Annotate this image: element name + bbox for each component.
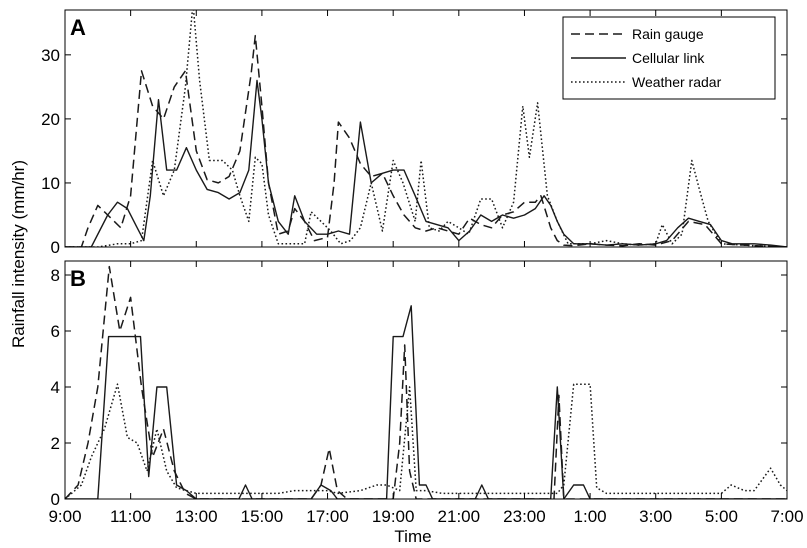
series-line-weather-radar	[65, 10, 787, 247]
y-tick-label: 0	[51, 238, 60, 257]
series-line-cellular-link	[65, 79, 787, 247]
x-tick-label: 19:00	[372, 507, 415, 526]
panel-a: 0 10 20 30 A Rain gauge Cellular link Weather r…	[41, 9, 788, 257]
x-tick-label: 11:00	[110, 507, 151, 526]
x-tick-label: 15:00	[241, 507, 284, 526]
panel-letter: B	[70, 266, 86, 291]
legend-label: Rain gauge	[632, 26, 704, 42]
y-axis-title: Rainfall intensity (mm/hr)	[9, 160, 28, 348]
series-line-rain-gauge	[65, 265, 787, 499]
y-tick-label: 6	[51, 322, 60, 341]
x-tick-label: 1:00	[574, 507, 607, 526]
x-tick-label: 23:00	[503, 507, 546, 526]
x-tick-label: 21:00	[438, 507, 481, 526]
x-tick-label: 3:00	[639, 507, 672, 526]
series-line-cellular-link	[65, 305, 787, 499]
x-tick-label: 17:00	[306, 507, 349, 526]
x-tick-label: 13:00	[175, 507, 218, 526]
x-tick-label: 9:00	[48, 507, 81, 526]
y-tick-label: 30	[41, 46, 60, 65]
x-tick-label: 7:00	[770, 507, 803, 526]
y-tick-label: 0	[51, 490, 60, 509]
y-tick-label: 2	[51, 434, 60, 453]
y-tick-label: 10	[41, 174, 60, 193]
y-tick-label: 4	[51, 378, 60, 397]
x-axis-title: Time	[394, 527, 431, 546]
panel-letter: A	[70, 15, 86, 40]
legend: Rain gauge Cellular link Weather radar	[562, 16, 776, 100]
series-line-weather-radar	[65, 383, 787, 499]
x-tick-label: 5:00	[705, 507, 738, 526]
panel-frame	[64, 9, 788, 248]
legend-label: Weather radar	[632, 74, 722, 90]
y-tick-label: 20	[41, 110, 60, 129]
y-tick-label: 8	[51, 266, 60, 285]
legend-label: Cellular link	[632, 50, 705, 66]
panel-frame	[64, 260, 788, 500]
panel-b: 0 2 4 6 8 9:00 11:00 13:00 15:00 17:00 19:00 21:00 2…	[48, 260, 804, 526]
